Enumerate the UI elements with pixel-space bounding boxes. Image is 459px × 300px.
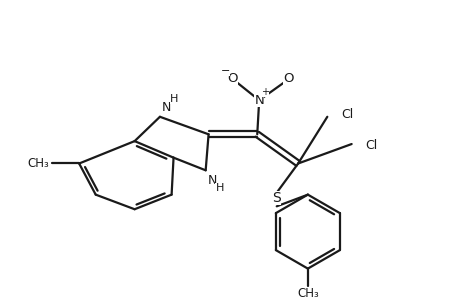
Text: N: N [207, 173, 217, 187]
Text: Cl: Cl [364, 140, 377, 152]
Text: S: S [272, 190, 280, 205]
Text: Cl: Cl [340, 108, 353, 121]
Text: O: O [283, 72, 293, 85]
Text: N: N [254, 94, 263, 107]
Text: CH₃: CH₃ [27, 157, 49, 170]
Text: O: O [227, 72, 238, 85]
Text: −: − [220, 66, 230, 76]
Text: H: H [215, 183, 223, 193]
Text: CH₃: CH₃ [297, 287, 318, 300]
Text: H: H [169, 94, 178, 104]
Text: N: N [162, 100, 171, 114]
Text: +: + [260, 88, 269, 98]
